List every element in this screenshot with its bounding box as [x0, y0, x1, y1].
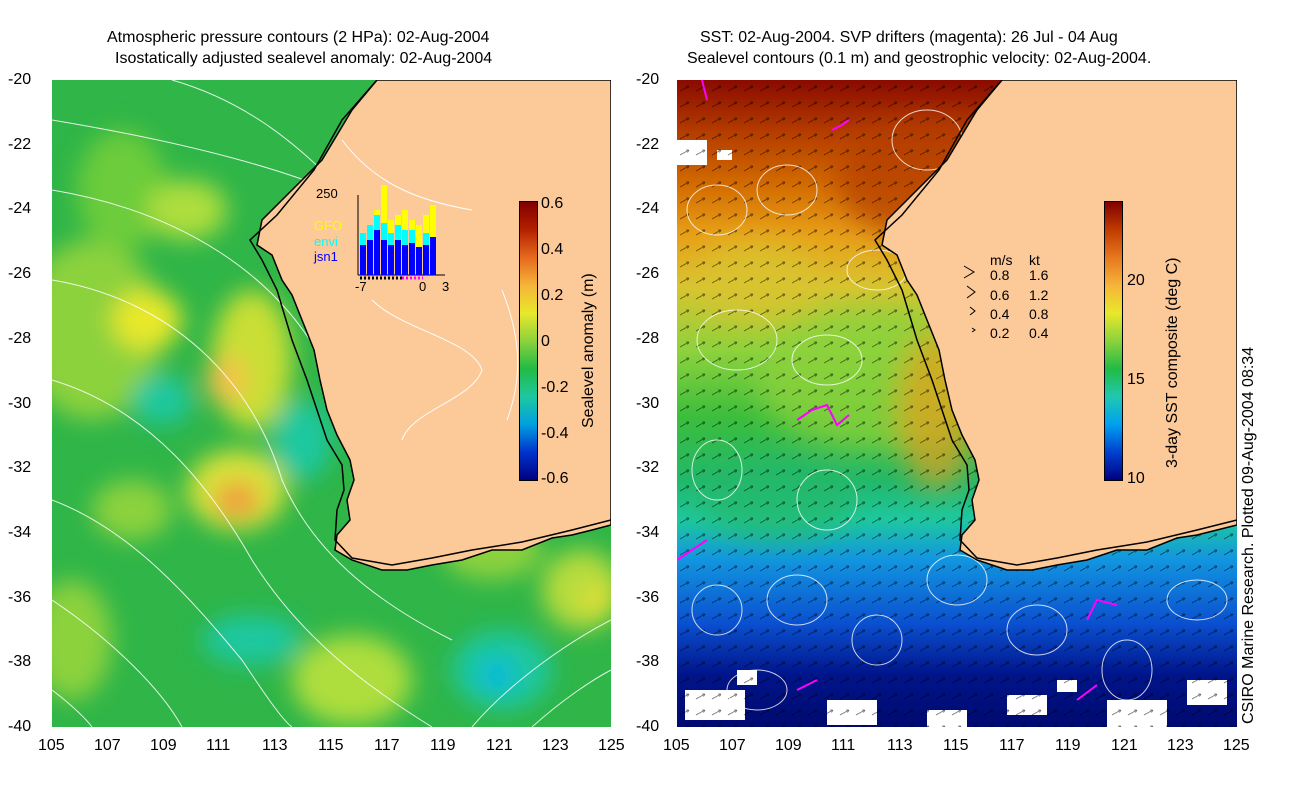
right-lat-label: -28 — [636, 329, 660, 347]
right-colorbar — [1104, 201, 1123, 481]
right-lat-label: -22 — [636, 135, 660, 153]
left-title-line2: Isostatically adjusted sealevel anomaly:… — [115, 50, 493, 67]
right-lat-label: -20 — [636, 71, 660, 88]
left-cbar-tick-neg0.2: -0.2 — [541, 379, 569, 396]
left-cbar-tick-0.2: 0.2 — [541, 287, 564, 304]
right-lon-label: 107 — [719, 737, 746, 754]
satellite-pass-inset — [357, 185, 445, 280]
left-lat-label: -38 — [8, 653, 32, 671]
velocity-legend-row2-ms: 0.6 — [990, 287, 1010, 303]
left-lon-label: 113 — [262, 737, 288, 754]
left-lon-label: 123 — [542, 737, 569, 754]
left-lat-label: -36 — [8, 588, 32, 606]
inset-legend-jsn1: jsn1 — [314, 249, 338, 264]
right-lon-label: 125 — [1223, 737, 1250, 754]
left-lat-label: -26 — [8, 265, 32, 283]
credit-line: CSIRO Marine Research. Plotted 09-Aug-20… — [1240, 346, 1257, 724]
velocity-legend-row1-kt: 1.6 — [1029, 267, 1049, 283]
left-lon-label: 125 — [598, 737, 625, 754]
left-lon-label: 117 — [374, 737, 400, 754]
australia-land-left — [256, 80, 611, 571]
velocity-legend-header-ms: m/s — [990, 252, 1013, 268]
right-lon-label: 109 — [775, 737, 802, 754]
right-title-line2: Sealevel contours (0.1 m) and geostrophi… — [687, 50, 1152, 67]
right-lon-label: 123 — [1167, 737, 1194, 754]
right-lat-label: -32 — [636, 459, 660, 477]
velocity-legend-row3-ms: 0.4 — [990, 306, 1010, 322]
right-lon-label: 121 — [1111, 737, 1138, 754]
left-lon-label: 119 — [430, 737, 456, 754]
velocity-legend-row2-kt: 1.2 — [1029, 287, 1049, 303]
right-lat-label: -30 — [636, 394, 660, 412]
left-lat-label: -40 — [8, 718, 32, 735]
right-lat-label: -38 — [636, 653, 660, 671]
left-lat-label: -28 — [8, 329, 32, 347]
left-lat-label: -20 — [8, 71, 32, 88]
svp-drifter-tracks — [677, 80, 1118, 701]
right-lon-label: 113 — [887, 737, 913, 754]
land-pressure-contours — [341, 139, 519, 441]
velocity-legend-row3-kt: 0.8 — [1029, 306, 1049, 322]
left-cbar-tick-0.4: 0.4 — [541, 241, 564, 258]
left-cbar-tick-neg0.6: -0.6 — [541, 470, 569, 487]
right-map-svg — [677, 80, 1237, 727]
velocity-legend-row1-ms: 0.8 — [990, 267, 1010, 283]
left-cbar-tick-0.6: 0.6 — [541, 195, 564, 212]
right-sst-map — [677, 80, 1237, 727]
left-lon-label: 109 — [150, 737, 177, 754]
left-cbar-label: Sealevel anomaly (m) — [580, 273, 597, 428]
left-cbar-tick-neg0.4: -0.4 — [541, 425, 569, 442]
right-lon-label: 111 — [831, 737, 856, 754]
right-cbar-tick-15: 15 — [1127, 371, 1145, 388]
right-lat-label: -34 — [636, 523, 660, 541]
right-cbar-label: 3-day SST composite (deg C) — [1164, 257, 1181, 468]
left-lon-label: 107 — [94, 737, 121, 754]
right-lon-label: 115 — [943, 737, 969, 754]
velocity-legend-row4-kt: 0.4 — [1029, 325, 1049, 341]
inset-x-label-zero: 0 — [419, 279, 427, 294]
right-lon-label: 119 — [1055, 737, 1081, 754]
inset-legend-envi: envi — [314, 234, 338, 249]
left-lat-label: -34 — [8, 523, 32, 541]
right-lat-label: -26 — [636, 265, 660, 283]
left-lon-label: 105 — [38, 737, 65, 754]
left-lat-label: -22 — [8, 135, 32, 153]
left-title-line1: Atmospheric pressure contours (2 HPa): 0… — [107, 29, 490, 46]
left-cbar-tick-0: 0 — [541, 333, 550, 350]
inset-y-max-label: 250 — [316, 186, 338, 201]
left-sealevel-map — [52, 80, 611, 727]
inset-bars — [360, 185, 436, 275]
left-lon-label: 111 — [206, 737, 231, 754]
right-lat-label: -36 — [636, 588, 660, 606]
velocity-legend-row4-ms: 0.2 — [990, 325, 1010, 341]
shelf-contour-left — [249, 80, 611, 566]
right-lon-label: 117 — [999, 737, 1025, 754]
right-lat-label: -24 — [636, 200, 660, 218]
velocity-legend-header-kt: kt — [1029, 252, 1040, 268]
left-lon-label: 121 — [486, 737, 513, 754]
left-lat-label: -30 — [8, 394, 32, 412]
sealevel-anomaly-field — [52, 130, 611, 725]
left-lon-label: 115 — [318, 737, 344, 754]
right-lon-label: 105 — [663, 737, 690, 754]
right-cbar-tick-10: 10 — [1127, 470, 1145, 487]
left-lat-label: -24 — [8, 200, 32, 218]
right-lat-label: -40 — [636, 718, 660, 735]
sealevel-contours — [686, 109, 1228, 711]
australia-land-right — [881, 80, 1237, 571]
inset-x-label-end: 3 — [442, 279, 450, 294]
shelf-contour-right — [874, 80, 1237, 566]
inset-legend-gfo: GFO — [314, 218, 343, 233]
velocity-legend-arrows — [963, 265, 976, 333]
right-title-line1: SST: 02-Aug-2004. SVP drifters (magenta)… — [700, 29, 1118, 46]
right-cbar-tick-20: 20 — [1127, 272, 1145, 289]
left-colorbar — [519, 201, 538, 481]
left-lat-label: -32 — [8, 459, 32, 477]
inset-x-label-start: -7 — [355, 279, 367, 294]
